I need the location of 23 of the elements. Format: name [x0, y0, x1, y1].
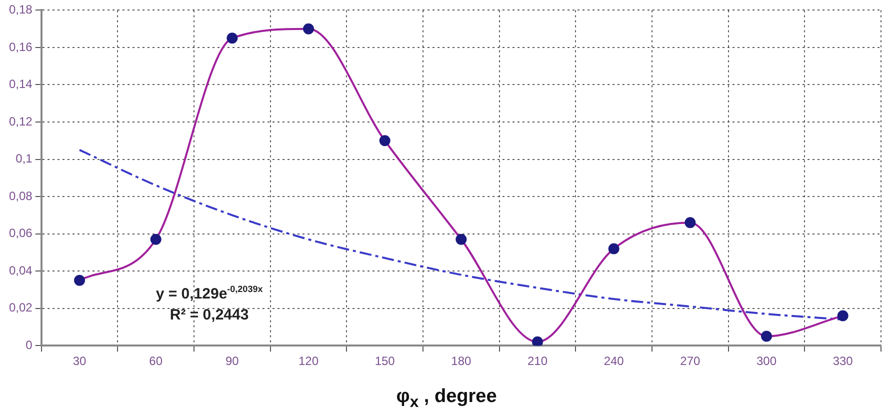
x-tick-label: 150 [374, 354, 396, 368]
x-tick-label: 120 [298, 354, 319, 368]
y-tick-label: 0 [26, 338, 33, 352]
y-tick-label: 0,12 [8, 114, 33, 128]
x-tick-label: 90 [226, 354, 240, 368]
y-tick-label: 0,08 [8, 188, 33, 203]
y-tick-label: 0,06 [8, 226, 33, 240]
y-tick-label: 0,1 [16, 152, 33, 166]
x-tick-label: 270 [680, 354, 701, 368]
y-tick-label: 0,18 [8, 2, 33, 17]
y-tick-label: 0,02 [8, 300, 33, 315]
x-tick-label: 210 [527, 354, 548, 368]
annotation: R² = 0,2443 [170, 306, 249, 324]
x-tick-label: 180 [451, 354, 472, 368]
x-tick-label: 330 [832, 354, 854, 368]
x-tick-label: 240 [604, 354, 624, 368]
x-tick-label: 30 [72, 354, 87, 368]
y-tick-label: 0,16 [8, 40, 33, 54]
y-tick-label: 0,04 [8, 263, 33, 278]
y-tick-label: 0,14 [8, 77, 33, 92]
x-tick-label: 300 [756, 354, 777, 368]
x-tick-label: 60 [149, 354, 163, 368]
x-axis-title: φ$_{x}$ , degree [395, 386, 498, 412]
